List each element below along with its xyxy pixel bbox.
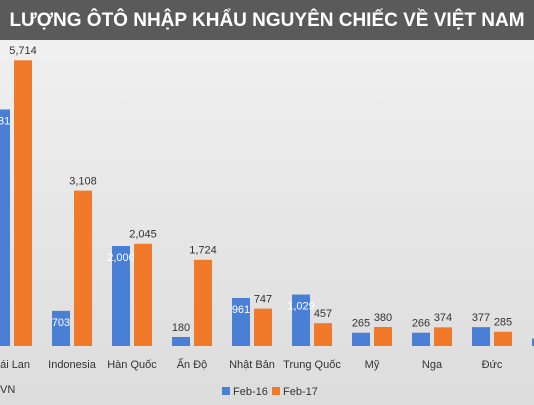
bar xyxy=(134,243,152,346)
x-tick-label: Hàn Quốc xyxy=(107,359,157,371)
x-tick-label: Trung Quốc xyxy=(283,359,341,371)
bar xyxy=(494,331,512,346)
x-tick-label: Đức xyxy=(482,359,503,371)
legend-label: Feb-16 xyxy=(233,386,268,398)
chart-title: LƯỢNG ÔTÔ NHẬP KHẨU NGUYÊN CHIẾC VỀ VIỆT… xyxy=(9,9,524,31)
bar xyxy=(434,327,452,346)
bar xyxy=(532,338,534,346)
bar xyxy=(292,294,310,346)
data-label: 731 xyxy=(0,115,10,127)
data-label: 5,714 xyxy=(9,45,37,57)
bar xyxy=(374,327,392,346)
bar xyxy=(0,109,10,346)
data-label: 961 xyxy=(232,304,250,316)
legend-label: Feb-17 xyxy=(283,386,318,398)
data-label: 377 xyxy=(472,312,490,324)
data-label: 3,108 xyxy=(69,176,97,188)
bar xyxy=(14,60,32,347)
data-label: 180 xyxy=(172,322,190,334)
bar xyxy=(472,327,490,346)
data-label: 747 xyxy=(254,294,272,306)
title-bar xyxy=(0,0,534,40)
data-label: 285 xyxy=(494,317,512,329)
data-label: 703 xyxy=(52,317,70,329)
bar xyxy=(314,323,332,346)
legend-swatch xyxy=(272,387,280,395)
bar xyxy=(412,332,430,346)
x-tick-label: Indonesia xyxy=(48,359,97,371)
data-label: 457 xyxy=(314,308,332,320)
x-tick-label: Mỹ xyxy=(365,359,380,371)
source: VN xyxy=(0,384,15,396)
bar xyxy=(352,332,370,346)
bar xyxy=(74,190,92,346)
data-label: 265 xyxy=(352,318,370,330)
legend-swatch xyxy=(222,387,230,395)
bar xyxy=(194,259,212,346)
data-label: 2,045 xyxy=(129,229,157,241)
bar xyxy=(172,337,190,346)
x-tick-label: Nga xyxy=(422,359,443,371)
data-label: 266 xyxy=(412,318,430,330)
x-tick-label: Nhật Bản xyxy=(229,359,275,371)
data-label: 1,029 xyxy=(287,300,315,312)
x-tick-label: Ấn Độ xyxy=(177,358,208,371)
bar xyxy=(52,310,70,346)
data-label: 380 xyxy=(374,312,392,324)
bar xyxy=(254,308,272,346)
data-label: 374 xyxy=(434,312,452,324)
bar xyxy=(112,246,130,346)
x-tick-label: hái Lan xyxy=(0,359,30,371)
data-label: 2,000 xyxy=(107,252,135,264)
bar xyxy=(232,297,250,346)
data-label: 1,724 xyxy=(189,245,217,257)
